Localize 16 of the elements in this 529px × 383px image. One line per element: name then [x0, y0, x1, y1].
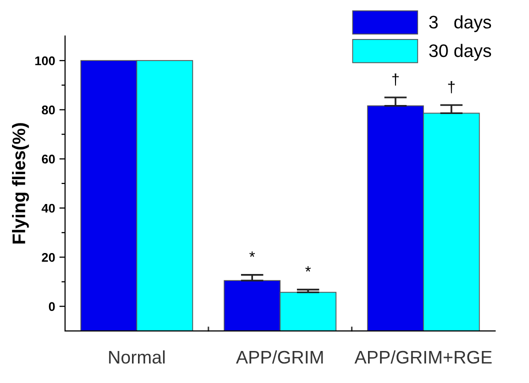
- annotation: *: [249, 251, 255, 257]
- annotation: †: [448, 81, 455, 94]
- x-tick-label: APP/GRIM+RGE: [354, 350, 492, 364]
- y-tick-label: 20: [42, 252, 55, 262]
- x-tick-label: Normal: [109, 350, 165, 364]
- y-tick-label: 60: [42, 154, 55, 164]
- legend-label: 30 days: [429, 44, 492, 61]
- y-tick-label: 100: [35, 56, 55, 66]
- y-tick-label: 80: [42, 106, 55, 114]
- y-tick-label: 0: [48, 302, 55, 311]
- annotation: *: [305, 266, 311, 272]
- y-tick-label: 40: [42, 204, 55, 213]
- y-axis-title: Flying flies(%): [12, 123, 29, 244]
- legend-label: 3 days: [429, 15, 492, 32]
- annotation: †: [392, 73, 399, 86]
- x-tick-label: APP/GRIM: [236, 350, 323, 364]
